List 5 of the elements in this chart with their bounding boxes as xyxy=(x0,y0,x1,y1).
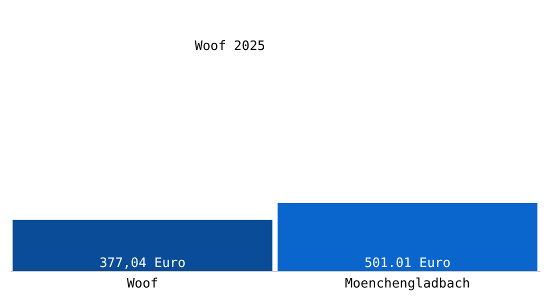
x-tick-label: Woof xyxy=(126,276,158,292)
data-label: 501.01 Euro xyxy=(364,256,451,271)
x-tick-label: Moenchengladbach xyxy=(344,276,470,292)
chart-title: Woof 2025 xyxy=(194,39,266,54)
data-label: 377,04 Euro xyxy=(99,256,186,271)
